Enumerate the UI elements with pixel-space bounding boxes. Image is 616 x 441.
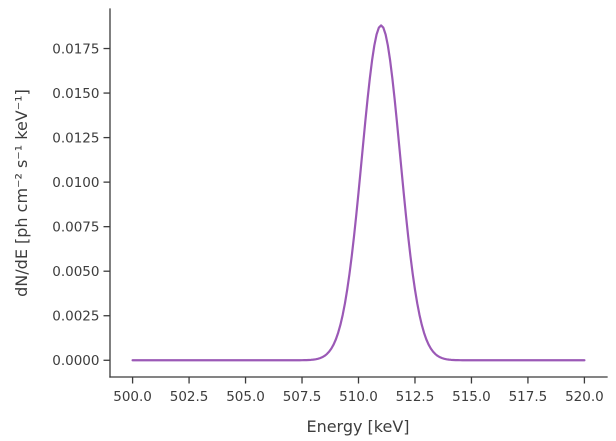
x-tick-label: 520.0 bbox=[565, 389, 604, 405]
x-tick-label: 517.5 bbox=[509, 389, 548, 405]
y-tick-label: 0.0025 bbox=[52, 309, 99, 325]
y-tick-label: 0.0100 bbox=[52, 175, 99, 191]
y-tick-label: 0.0075 bbox=[52, 219, 99, 235]
y-tick-label: 0.0125 bbox=[52, 130, 99, 146]
y-tick-label: 0.0000 bbox=[52, 353, 99, 369]
x-tick-label: 507.5 bbox=[283, 389, 322, 405]
y-tick-label: 0.0150 bbox=[52, 86, 99, 102]
y-axis-label: dN/dE [ph cm⁻² s⁻¹ keV⁻¹] bbox=[12, 89, 31, 297]
x-axis-ticks: 500.0 502.5 505.0 507.5 510.0 512.5 515.0 517.5… bbox=[113, 377, 604, 405]
y-tick-label: 0.0175 bbox=[52, 41, 99, 57]
y-tick-label: 0.0050 bbox=[52, 264, 99, 280]
x-tick-label: 505.0 bbox=[226, 389, 265, 405]
x-tick-label: 512.5 bbox=[396, 389, 435, 405]
x-tick-label: 502.5 bbox=[170, 389, 209, 405]
x-axis-label: Energy [keV] bbox=[306, 417, 409, 436]
x-tick-label: 500.0 bbox=[113, 389, 152, 405]
x-tick-label: 510.0 bbox=[339, 389, 378, 405]
spectrum-curve bbox=[131, 24, 586, 362]
y-axis-ticks: 0.0000 0.0025 0.0050 0.0075 0.0100 0.0125 0.01… bbox=[52, 41, 110, 369]
x-tick-label: 515.0 bbox=[452, 389, 491, 405]
